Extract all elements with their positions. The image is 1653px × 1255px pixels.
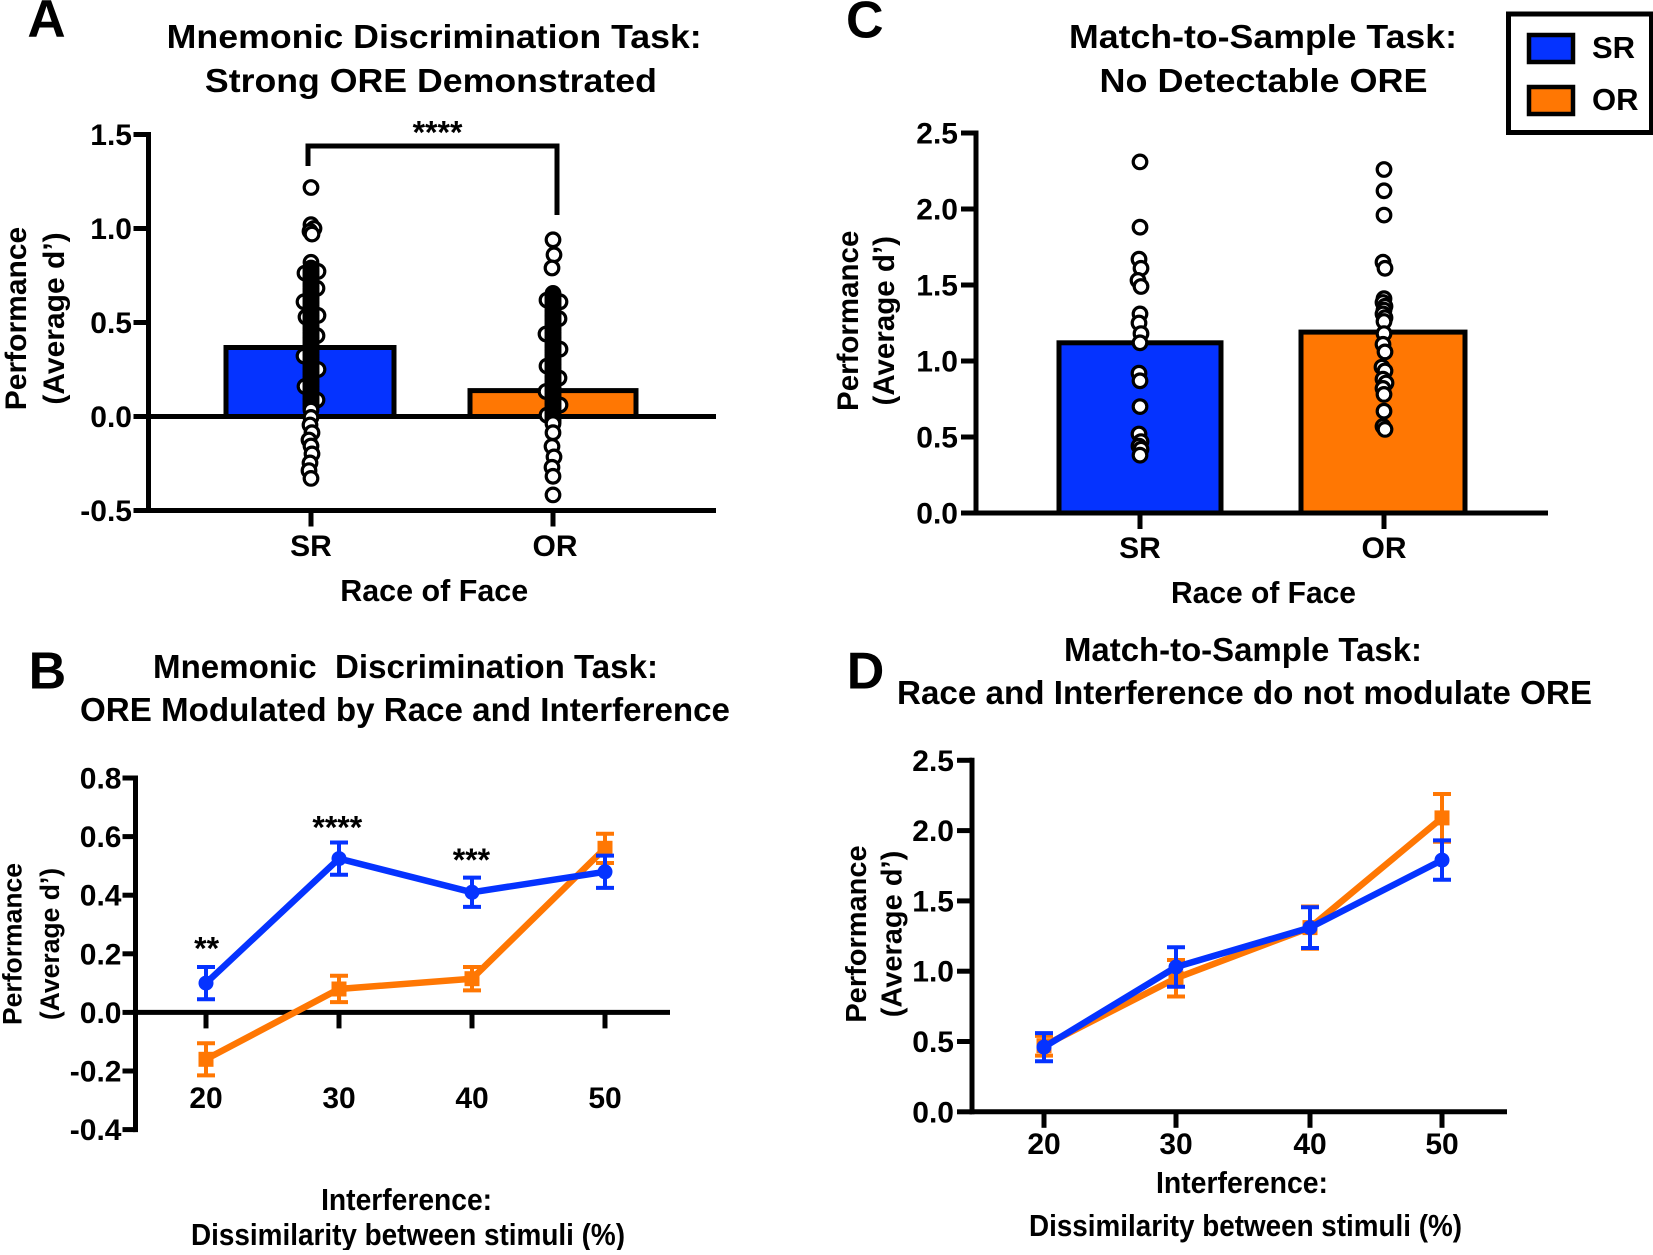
svg-text:Performance: Performance [841, 845, 873, 1022]
svg-text:0.0: 0.0 [912, 1096, 954, 1129]
svg-text:Performance: Performance [0, 863, 28, 1025]
svg-text:(Average d’): (Average d’) [38, 232, 71, 404]
svg-text:0.2: 0.2 [80, 938, 122, 971]
svg-text:Interference:: Interference: [321, 1182, 492, 1217]
svg-text:Mnemonic Discrimination Task:: Mnemonic Discrimination Task: [167, 18, 702, 55]
svg-text:0.8: 0.8 [80, 763, 122, 796]
svg-text:Mnemonic Discrimination Task:: Mnemonic Discrimination Task: [153, 648, 658, 685]
svg-text:0.0: 0.0 [90, 401, 132, 434]
svg-text:2.5: 2.5 [916, 118, 958, 151]
svg-text:D: D [847, 642, 885, 700]
svg-text:2.0: 2.0 [916, 194, 958, 227]
svg-text:OR: OR [1592, 82, 1639, 117]
svg-text:Race and Interference do not m: Race and Interference do not modulate OR… [897, 674, 1592, 711]
svg-text:50: 50 [1425, 1128, 1458, 1161]
svg-text:****: **** [312, 809, 362, 845]
svg-text:40: 40 [1293, 1128, 1326, 1161]
svg-text:-0.5: -0.5 [80, 495, 132, 528]
svg-text:1.0: 1.0 [916, 346, 958, 379]
svg-text:(Average d’): (Average d’) [868, 236, 901, 405]
svg-text:1.0: 1.0 [90, 213, 132, 246]
svg-text:Dissimilarity between stimuli: Dissimilarity between stimuli (%) [191, 1217, 625, 1250]
svg-text:Performance: Performance [832, 231, 865, 411]
svg-text:40: 40 [455, 1082, 488, 1115]
svg-text:SR: SR [1119, 532, 1161, 565]
svg-text:20: 20 [1027, 1128, 1060, 1161]
svg-text:0.4: 0.4 [80, 880, 122, 913]
svg-text:-0.2: -0.2 [70, 1056, 122, 1089]
svg-text:A: A [27, 0, 65, 49]
svg-text:0.0: 0.0 [916, 498, 958, 531]
svg-text:50: 50 [588, 1082, 621, 1115]
svg-text:SR: SR [290, 530, 332, 563]
svg-text:(Average d’): (Average d’) [877, 851, 909, 1018]
svg-text:Race of Face: Race of Face [340, 573, 528, 608]
svg-text:2.5: 2.5 [912, 745, 954, 778]
svg-text:1.0: 1.0 [912, 956, 954, 989]
svg-text:Dissimilarity between stimuli: Dissimilarity between stimuli (%) [1029, 1208, 1462, 1243]
svg-text:30: 30 [322, 1082, 355, 1115]
svg-text:0.5: 0.5 [912, 1026, 954, 1059]
svg-text:No Detectable ORE: No Detectable ORE [1100, 62, 1428, 99]
svg-text:****: **** [413, 115, 463, 151]
svg-text:1.5: 1.5 [90, 119, 132, 152]
svg-text:30: 30 [1159, 1128, 1192, 1161]
svg-text:(Average d’): (Average d’) [35, 868, 65, 1020]
svg-text:Strong ORE Demonstrated: Strong ORE Demonstrated [205, 62, 657, 99]
svg-text:OR: OR [533, 530, 578, 563]
svg-text:**: ** [194, 931, 219, 967]
svg-text:ORE Modulated by Race and Inte: ORE Modulated by Race and Interference [80, 691, 730, 728]
svg-text:1.5: 1.5 [912, 885, 954, 918]
svg-text:0.6: 0.6 [80, 821, 122, 854]
svg-text:Interference:: Interference: [1156, 1165, 1328, 1200]
svg-text:OR: OR [1362, 532, 1407, 565]
svg-text:C: C [846, 0, 884, 50]
svg-text:Race of Face: Race of Face [1171, 575, 1356, 610]
svg-text:Match-to-Sample Task:: Match-to-Sample Task: [1064, 631, 1422, 668]
svg-text:-0.4: -0.4 [70, 1114, 122, 1147]
svg-text:2.0: 2.0 [912, 815, 954, 848]
svg-text:SR: SR [1592, 30, 1635, 65]
svg-text:Performance: Performance [0, 227, 33, 410]
svg-text:***: *** [453, 842, 491, 878]
svg-text:0.5: 0.5 [916, 422, 958, 455]
svg-text:Match-to-Sample Task:: Match-to-Sample Task: [1069, 18, 1457, 55]
svg-text:B: B [29, 642, 67, 700]
svg-text:20: 20 [189, 1082, 222, 1115]
svg-text:1.5: 1.5 [916, 270, 958, 303]
svg-text:0.5: 0.5 [90, 307, 132, 340]
svg-text:0.0: 0.0 [80, 997, 122, 1030]
